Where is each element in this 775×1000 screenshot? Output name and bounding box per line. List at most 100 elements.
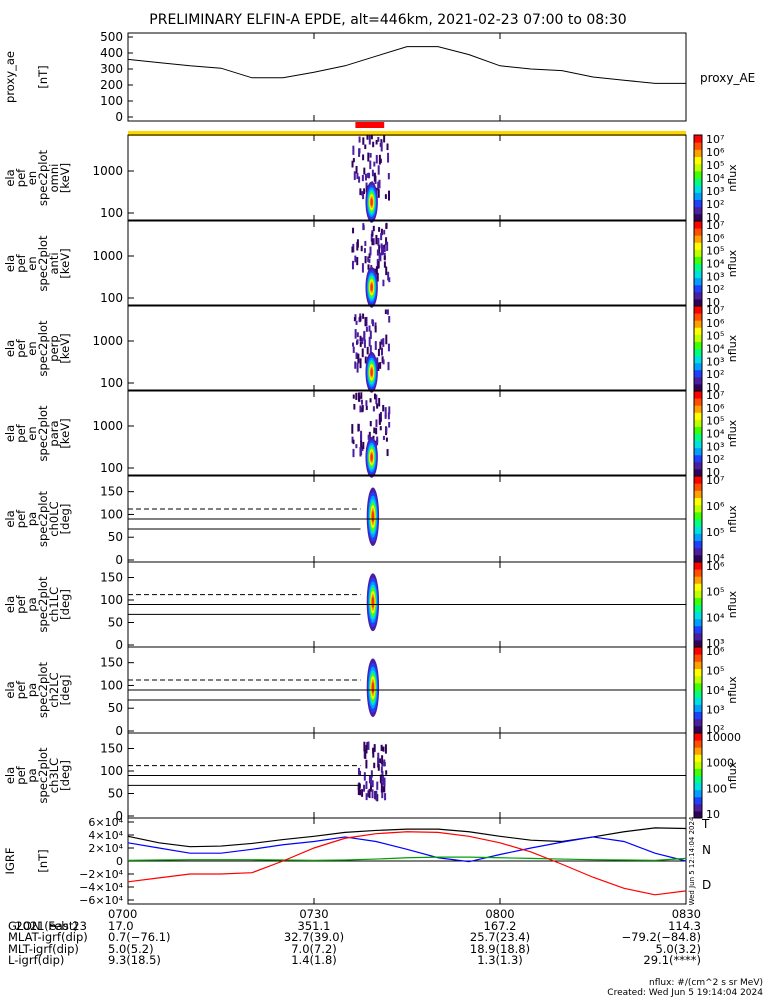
spectrogram-pixel xyxy=(362,137,365,145)
colorbar-band xyxy=(694,611,702,620)
spectrogram-pixel xyxy=(375,154,378,164)
footer-label: MLAT-igrf(dip) xyxy=(8,930,88,944)
spectrogram-pixel xyxy=(361,263,364,273)
spectrogram-pixel xyxy=(380,766,383,773)
y-tick-label: 100 xyxy=(100,291,123,305)
colorbar-band xyxy=(694,185,702,193)
spectrogram-pixel xyxy=(358,148,361,157)
spectrogram-pixel xyxy=(355,352,358,359)
spectrogram-pixel xyxy=(363,772,366,781)
y-tick-label: 100 xyxy=(100,376,123,390)
spectrogram-pixel xyxy=(359,789,362,796)
colorbar-band xyxy=(694,618,702,627)
ylabel-line: ela xyxy=(3,340,17,357)
spectrogram-pixel xyxy=(365,744,368,754)
spectrogram-pixel xyxy=(381,792,384,799)
colorbar-label: nflux xyxy=(726,249,739,277)
spectrogram-pixel xyxy=(388,315,391,323)
spectrogram-pixel xyxy=(383,247,386,253)
spectrogram-pixel xyxy=(374,325,377,333)
footer-value: 0700 xyxy=(108,907,138,921)
y-tick-label: 100 xyxy=(100,94,123,108)
spectrogram-pixel xyxy=(377,764,380,771)
spectrogram-pixel xyxy=(375,419,378,428)
spectrogram-pixel xyxy=(368,135,371,145)
spectrogram-pixel xyxy=(376,272,379,282)
ylabel-line: pa xyxy=(25,512,39,526)
spectrogram-pixel xyxy=(359,315,362,321)
colorbar-band xyxy=(694,668,702,677)
ylabel-line: ela xyxy=(3,255,17,272)
spectrogram-pixel xyxy=(369,421,372,427)
spectrogram-pixel xyxy=(369,152,372,158)
spectrogram-pixel xyxy=(383,229,386,235)
spectrogram-pixel xyxy=(387,271,390,281)
spectrogram-pixel xyxy=(380,232,383,241)
colorbar-band xyxy=(694,747,702,755)
colorbar-band xyxy=(694,711,702,720)
spectrogram-pixel xyxy=(357,392,360,402)
spectrogram-pixel xyxy=(380,347,383,356)
colorbar-band xyxy=(694,654,702,662)
spectrogram-pixel xyxy=(380,141,383,152)
colorbar-band xyxy=(694,383,702,392)
y-tick-label: 50 xyxy=(108,701,123,715)
spectrogram-pixel xyxy=(380,782,383,793)
ylabel-line: [nT] xyxy=(36,849,50,872)
colorbar-tick-label: 10⁴ xyxy=(706,684,725,697)
spectrogram-pixel xyxy=(377,752,380,762)
spectrogram-pixel xyxy=(367,790,370,797)
colorbar-frame xyxy=(693,732,703,819)
colorbar-band xyxy=(694,291,702,300)
colorbar-band xyxy=(694,540,702,549)
colorbar-band xyxy=(694,149,702,157)
spectrogram-pixel xyxy=(373,175,376,182)
spectrogram-pixel xyxy=(372,225,375,232)
footer-value: 17.0 xyxy=(108,918,134,933)
spectrogram-pixel xyxy=(373,744,376,752)
spectrogram-pixel xyxy=(373,393,376,400)
colorbar-band xyxy=(694,519,702,527)
spectrogram-pixel xyxy=(356,172,359,180)
spectrogram-pixel xyxy=(354,255,357,263)
colorbar-band xyxy=(694,284,702,293)
colorbar-tick-label: 10⁷ xyxy=(706,219,724,232)
energy-spectrum-blob xyxy=(370,368,373,377)
spectrogram-pixel xyxy=(374,791,377,800)
spectrogram-pixel xyxy=(374,341,377,350)
ylabel-line: [keV] xyxy=(58,418,72,448)
spectrogram-pixel xyxy=(377,136,380,142)
spectrogram-pixel xyxy=(353,171,356,180)
colorbar-tick-label: 10⁴ xyxy=(706,611,725,624)
spectrogram-pixel xyxy=(364,144,367,150)
ylabel-line: ela xyxy=(3,681,17,698)
colorbar-band xyxy=(694,789,702,798)
spectrogram-pixel xyxy=(357,767,360,775)
spectrogram-pixel xyxy=(376,249,379,256)
spectrogram-pixel xyxy=(359,770,362,776)
colorbar-band xyxy=(694,263,702,272)
spectrogram-pixel xyxy=(382,786,385,793)
spectrogram-pixel xyxy=(364,256,367,264)
colorbar-band xyxy=(694,461,702,470)
spectrogram-pixel xyxy=(365,326,368,332)
spectrogram-pixel xyxy=(360,430,363,440)
pitch-angle-blob xyxy=(371,681,375,694)
colorbar-tick-label: 10⁴ xyxy=(706,428,725,441)
spectrogram-pixel xyxy=(356,257,359,266)
ylabel-line: para xyxy=(47,420,61,446)
colorbar-label: nflux xyxy=(726,164,739,192)
colorbar-band xyxy=(694,362,702,371)
colorbar-tick-label: 10⁴ xyxy=(706,258,725,271)
spectrogram-pixel xyxy=(361,789,364,797)
footer-row: L-igrf(dip) 9.3(18.5) 1.4(1.8) 1.3(1.3) 29.1… xyxy=(8,954,768,966)
footer-row-date: 2021 Feb 23 xyxy=(8,908,87,932)
y-tick-label: −4×10⁴ xyxy=(79,881,123,894)
created-note: Created: Wed Jun 5 19:14:04 2024 xyxy=(607,988,763,998)
spectrogram-pixel xyxy=(366,742,369,748)
spectrogram-pixel xyxy=(354,361,357,369)
ylabel-line: pef xyxy=(14,338,28,357)
proxy-ae-frame xyxy=(127,32,687,122)
spectrogram-pixel xyxy=(360,392,363,399)
